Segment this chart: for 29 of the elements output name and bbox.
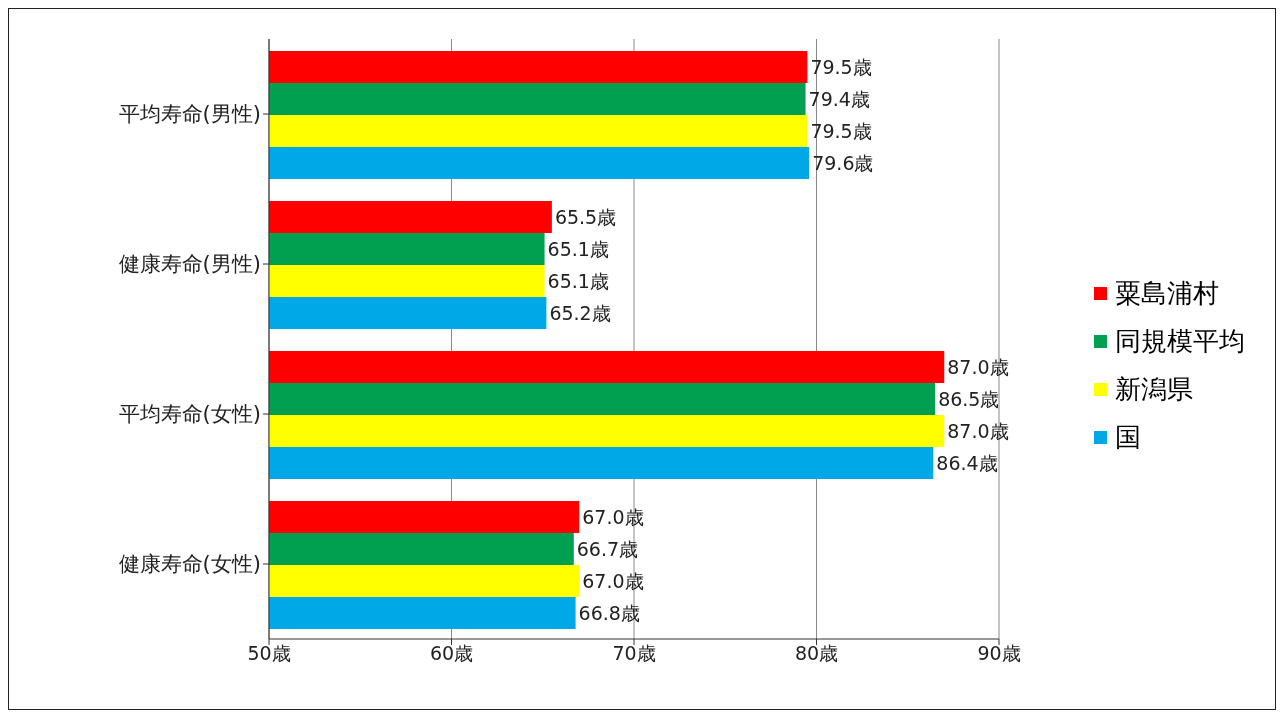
x-tick-label: 90歳 bbox=[977, 642, 1021, 665]
data-label: 66.7歳 bbox=[576, 538, 639, 560]
legend-label: 同規模平均 bbox=[1115, 325, 1245, 358]
data-label: 87.0歳 bbox=[947, 420, 1009, 442]
data-label: 79.5歳 bbox=[810, 56, 872, 78]
data-label: 66.8歳 bbox=[578, 602, 640, 624]
y-tick-label: 平均寿命(女性) bbox=[118, 402, 261, 427]
x-tick-label: 60歳 bbox=[429, 642, 474, 665]
y-tick-label: 健康寿命(女性) bbox=[118, 552, 261, 577]
x-tick-label: 80歳 bbox=[794, 642, 839, 665]
y-tick-label: 健康寿命(男性) bbox=[118, 252, 261, 277]
data-label: 67.0歳 bbox=[582, 570, 644, 592]
data-label: 65.2歳 bbox=[549, 302, 611, 324]
data-label: 79.5歳 bbox=[810, 120, 872, 142]
legend-label: 新潟県 bbox=[1115, 373, 1193, 406]
data-label: 67.0歳 bbox=[582, 506, 644, 528]
data-label: 86.4歳 bbox=[936, 452, 998, 474]
data-label: 86.5歳 bbox=[938, 388, 1000, 410]
data-label: 65.5歳 bbox=[554, 206, 617, 228]
data-label: 79.6歳 bbox=[812, 152, 874, 174]
data-label: 65.1歳 bbox=[547, 270, 609, 292]
data-label: 65.1歳 bbox=[547, 238, 609, 260]
y-tick-label: 平均寿命(男性) bbox=[118, 102, 261, 127]
data-label: 79.4歳 bbox=[808, 88, 870, 110]
data-label: 87.0歳 bbox=[947, 356, 1009, 378]
x-tick-label: 70歳 bbox=[612, 642, 656, 665]
legend-label: 国 bbox=[1115, 421, 1141, 454]
x-tick-label: 50歳 bbox=[247, 642, 291, 665]
legend-label: 粟島浦村 bbox=[1115, 277, 1219, 310]
